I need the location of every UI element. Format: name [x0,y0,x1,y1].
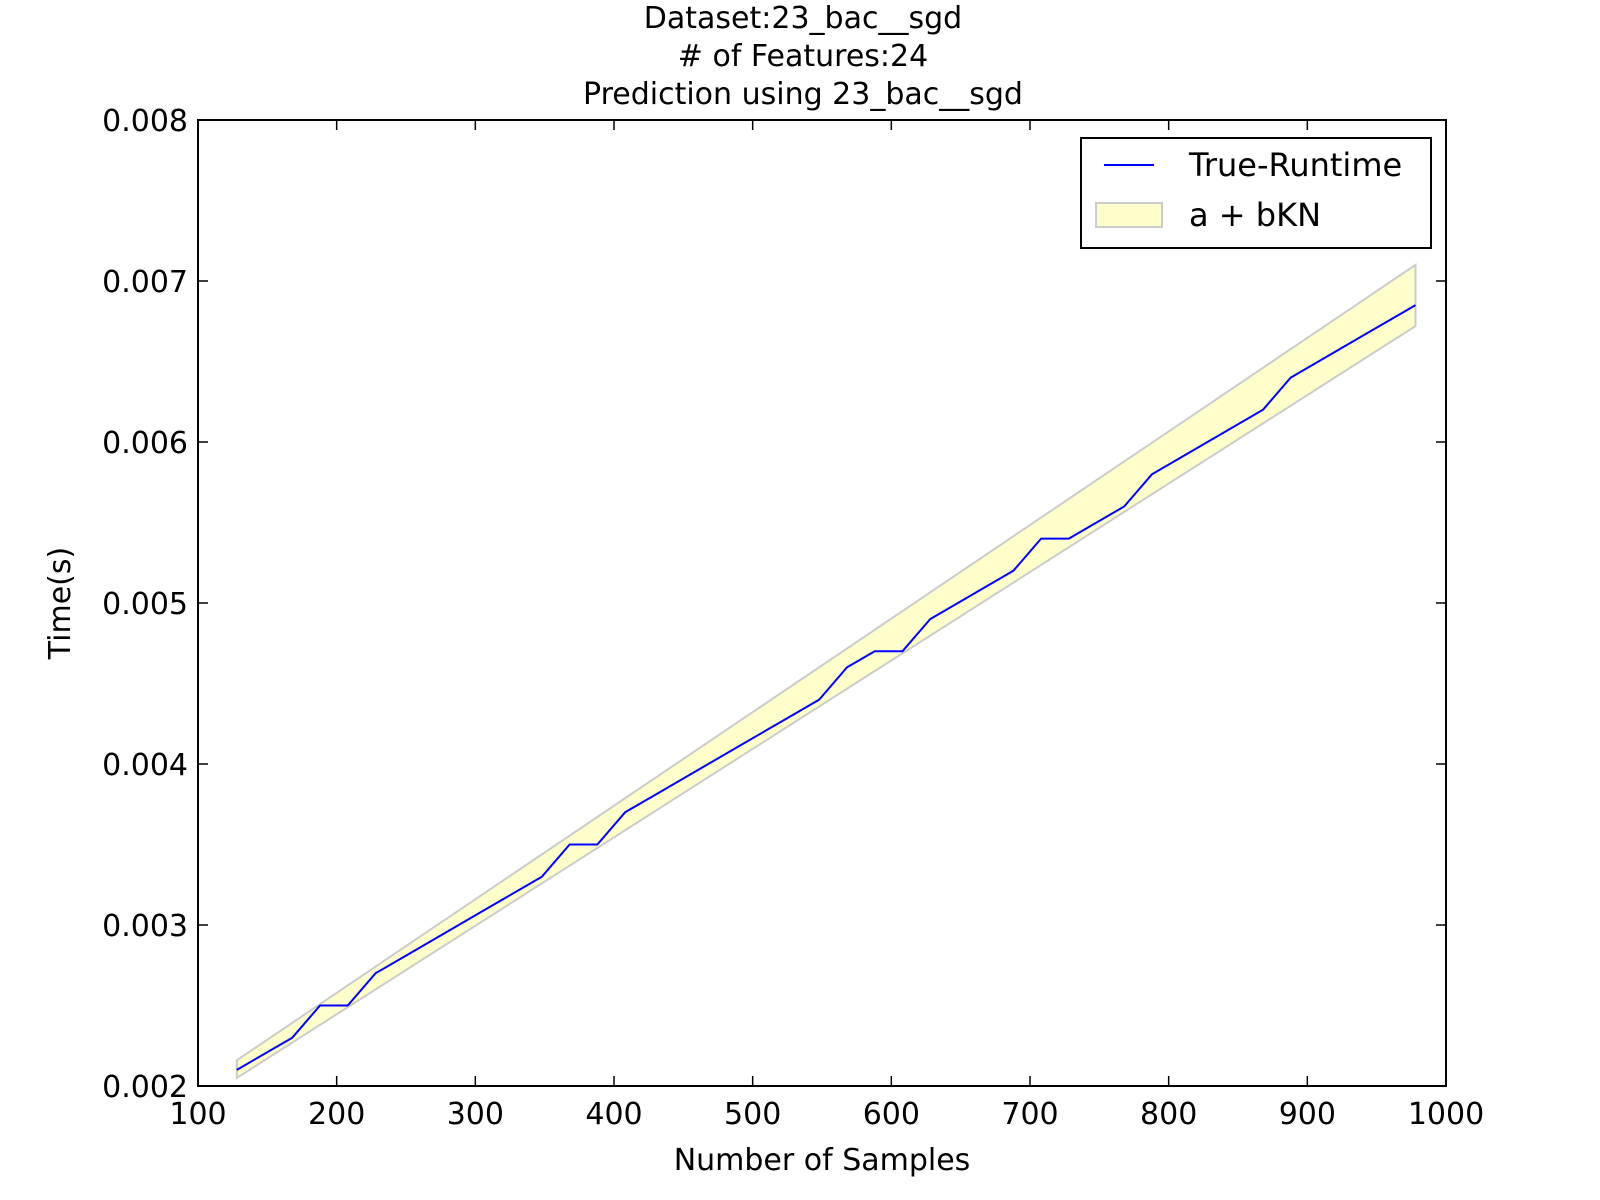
x-tick-label: 600 [863,1097,920,1132]
x-tick-label: 1000 [1408,1097,1484,1132]
title-line-3: Prediction using 23_bac__sgd [583,77,1023,112]
x-tick-label: 500 [724,1097,781,1132]
x-tick-label: 100 [169,1097,226,1132]
y-tick-label: 0.004 [102,748,188,783]
y-tick-label: 0.006 [102,426,188,461]
title-line-2: # of Features:24 [678,39,928,74]
y-tick-label: 0.005 [102,587,188,622]
axis-ticks: 100 200 300 400 500 600 700 800 900 1000 0.002 0.00… [102,104,1484,1132]
plot-frame [197,119,1447,1087]
plot-area [235,263,1417,1080]
x-tick-label: 800 [1140,1097,1197,1132]
series-line-true-runtime [236,304,1416,1071]
legend: True-Runtime a + bKN [1080,137,1432,249]
y-tick-label: 0.002 [102,1070,188,1105]
legend-label-true-runtime: True-Runtime [1188,146,1402,184]
x-tick-label: 200 [308,1097,365,1132]
legend-box [1080,137,1432,249]
x-tick-label: 400 [585,1097,642,1132]
legend-label-band: a + bKN [1189,196,1321,234]
y-tick-label: 0.008 [102,104,188,139]
y-tick-label: 0.003 [102,909,188,944]
y-axis-label: Time(s) [43,547,78,660]
title-line-1: Dataset:23_bac__sgd [644,1,962,36]
chart-title: Dataset:23_bac__sgd # of Features:24 Pre… [583,1,1023,112]
x-tick-label: 900 [1279,1097,1336,1132]
x-tick-label: 300 [447,1097,504,1132]
x-axis-label: Number of Samples [674,1143,971,1178]
x-tick-label: 700 [1001,1097,1058,1132]
band-a-plus-bkn [235,263,1417,1080]
y-tick-label: 0.007 [102,265,188,300]
legend-swatch-band [1095,202,1163,228]
